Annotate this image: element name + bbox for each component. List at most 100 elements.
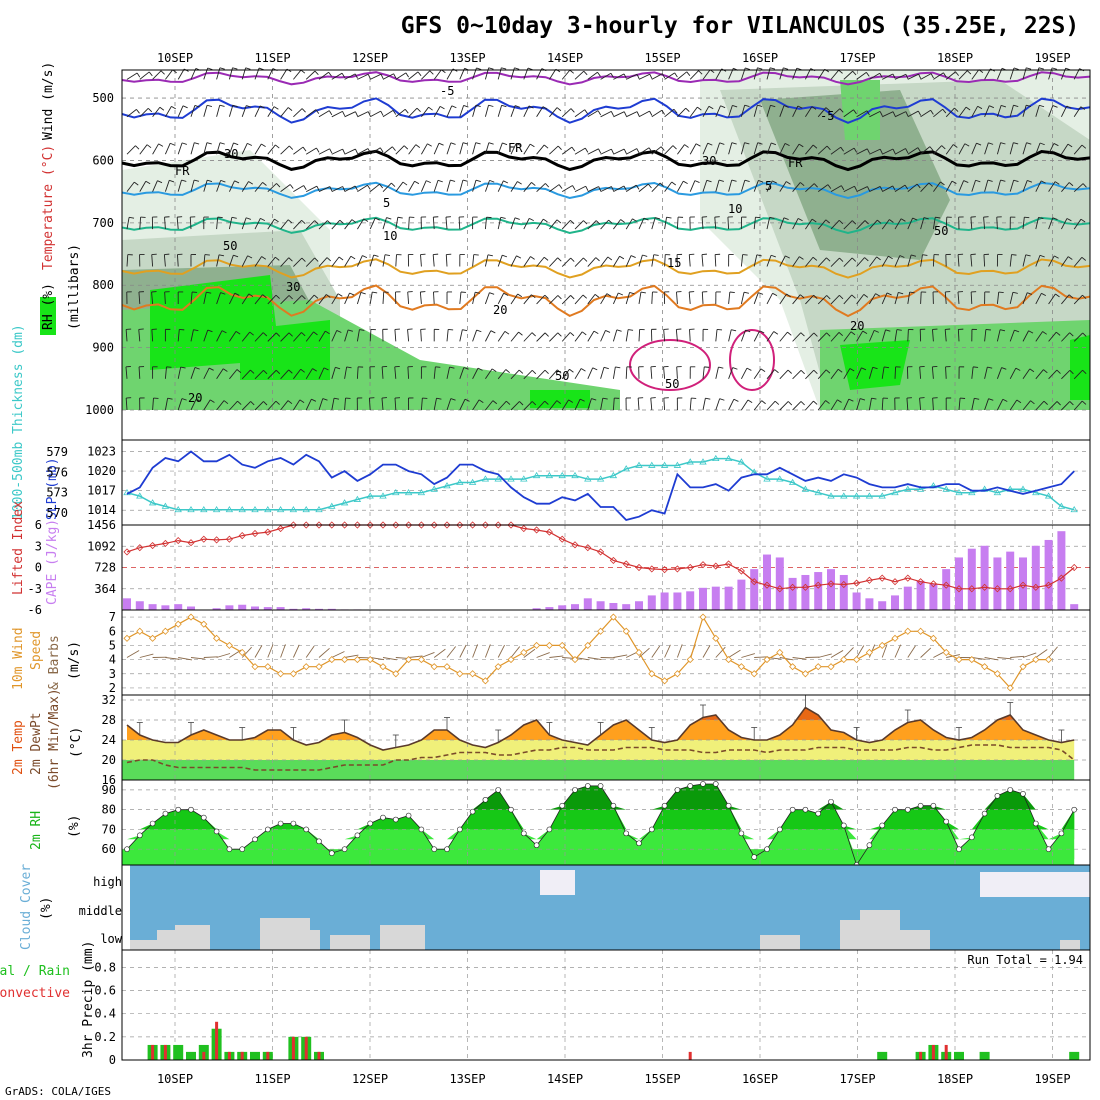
- cape-bar: [212, 608, 221, 610]
- wind-barb-flag: [640, 291, 646, 294]
- thickness-point: [494, 475, 502, 482]
- wind-barb-flag: [632, 218, 637, 222]
- wind-barb: [1035, 400, 1045, 411]
- wind-barb-flag: [236, 369, 242, 373]
- wind-barb: [574, 368, 582, 380]
- wind-barb: [331, 330, 338, 342]
- wind-barb: [753, 217, 756, 230]
- wind-barb: [638, 73, 651, 80]
- wind-barb-flag: [451, 105, 457, 109]
- wind-barb-flag: [597, 110, 602, 116]
- thickness-point: [507, 475, 515, 482]
- wind10m-label: 10m Wind: [11, 627, 26, 690]
- wind-barb: [970, 217, 973, 230]
- thickness-tick-label: 573: [46, 486, 68, 500]
- millibars-label: (millibars): [67, 244, 82, 330]
- wind10m-barb: [370, 657, 385, 661]
- wind-barb: [305, 368, 313, 380]
- temp-mask: [122, 695, 1090, 750]
- cape-bar: [737, 579, 746, 610]
- precip-tick-label: 0.8: [94, 960, 116, 974]
- wind-barb: [190, 105, 196, 117]
- wind-barb-flag: [273, 106, 279, 110]
- cape-bar: [814, 572, 823, 610]
- wind10m-barb: [651, 645, 661, 658]
- wind-barb: [971, 180, 976, 192]
- wind-barb-flag: [234, 180, 240, 184]
- temp-contour-label: 15: [667, 256, 681, 270]
- cape-bar: [993, 557, 1002, 610]
- wind-barb: [664, 145, 674, 155]
- wind-barb-flag: [505, 369, 510, 374]
- wind-barb: [446, 142, 452, 155]
- cape-bar: [660, 592, 669, 610]
- wind-barb: [843, 147, 855, 155]
- wind-barb: [536, 256, 545, 267]
- wind-barb: [664, 217, 667, 230]
- wind-barb: [626, 111, 638, 118]
- rh2m-point: [508, 806, 514, 813]
- wind-barb-flag: [611, 186, 614, 192]
- wind-barb: [740, 180, 746, 192]
- wind-barb-flag: [1000, 142, 1006, 145]
- wind10m-speed-point: [904, 627, 912, 635]
- wind-barb: [664, 254, 666, 267]
- cape-bar: [187, 606, 195, 610]
- rh2m-point: [828, 798, 834, 805]
- rh2m-point: [815, 810, 822, 817]
- wind-barb-flag: [349, 292, 355, 296]
- wind-barb-flag: [463, 367, 469, 370]
- wind-barb: [728, 179, 733, 192]
- wind-barb-flag: [170, 142, 175, 146]
- wind-barb: [293, 185, 304, 193]
- wind10m-barb: [907, 645, 916, 658]
- wind-barb: [587, 148, 599, 155]
- wind-barb: [881, 397, 884, 411]
- wind-barb: [817, 257, 827, 267]
- wind-barb-flag: [222, 368, 228, 372]
- wind-barb-flag: [261, 256, 267, 260]
- wind-barb: [702, 106, 710, 118]
- wind-barb: [344, 329, 349, 342]
- precip-convective-bar: [202, 1051, 206, 1060]
- wind-barb-flag: [800, 401, 805, 406]
- wind-barb: [613, 73, 625, 80]
- wind-barb-flag: [826, 145, 831, 151]
- wind-barb: [293, 219, 302, 230]
- wind-barb: [305, 109, 317, 118]
- wind10m-barb: [305, 645, 315, 658]
- wind10m-speed-point: [865, 648, 873, 657]
- wind-barb: [856, 186, 868, 193]
- wind-barb-flag: [649, 110, 653, 116]
- wind-barb-flag: [879, 111, 883, 117]
- wind-barb: [1022, 292, 1028, 305]
- wind-barb: [561, 185, 573, 193]
- high-cloud-area: [540, 870, 575, 895]
- convective-label: Convective: [0, 986, 70, 1001]
- wind-barb: [612, 366, 616, 379]
- wind-barb-flag: [450, 179, 456, 182]
- wind-barb: [1035, 255, 1041, 267]
- wind-barb-flag: [930, 73, 934, 79]
- wind-barb: [612, 329, 618, 342]
- precip-convective-bar: [240, 1051, 244, 1060]
- wind-barb-flag: [853, 147, 858, 153]
- wind-barb: [626, 73, 638, 80]
- thickness-point: [238, 505, 246, 513]
- wind-barb-flag: [684, 144, 689, 148]
- wind-barb: [740, 292, 745, 305]
- wind-barb-flag: [1025, 254, 1031, 257]
- wind-barb: [139, 217, 142, 230]
- temp-contour-label: FR: [508, 141, 523, 155]
- wind-barb-flag: [757, 104, 763, 107]
- wind-barb-flag: [757, 142, 763, 145]
- wind-barb-flag: [708, 105, 714, 110]
- wind-barb: [907, 73, 919, 80]
- pressure-tick-label: 800: [92, 278, 114, 292]
- wind-barb-flag: [220, 292, 226, 295]
- wind-barb-flag: [888, 255, 893, 260]
- wind-barb: [510, 369, 520, 380]
- wind-barb: [561, 257, 571, 267]
- wind-barb-flag: [570, 257, 575, 262]
- wind-barb: [549, 400, 558, 411]
